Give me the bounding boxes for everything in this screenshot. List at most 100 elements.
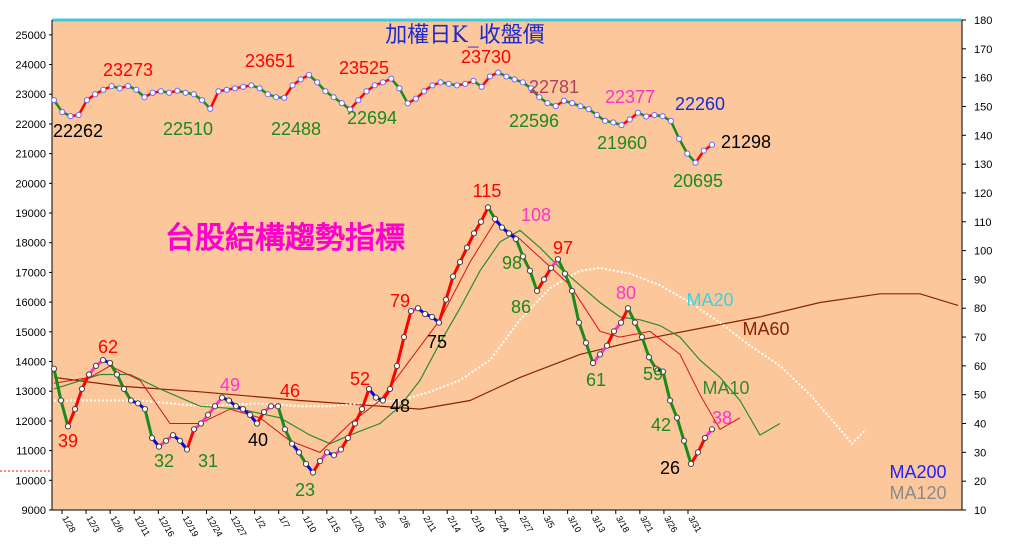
- indicator-point: [274, 403, 282, 410]
- index-point: [593, 111, 600, 119]
- indicator-point: [190, 426, 198, 433]
- indicator-point: [624, 305, 632, 312]
- index-point: [347, 106, 354, 113]
- index-point: [708, 141, 716, 148]
- ma60-line: [53, 293, 959, 410]
- indicator-point: [491, 215, 499, 222]
- indicator-point: [449, 273, 457, 280]
- indicator-point: [631, 319, 639, 326]
- index-point: [75, 111, 82, 119]
- index-point: [519, 79, 526, 86]
- indicator-segment: [395, 336, 406, 367]
- indicator-value-label: 26: [660, 458, 680, 478]
- left-tick-label: 23000: [15, 89, 46, 101]
- indicator-point: [575, 319, 583, 326]
- right-tick-label: 150: [974, 101, 992, 113]
- indicator-point: [484, 204, 492, 211]
- indicator-segment: [444, 276, 455, 301]
- indicator-segment: [73, 388, 84, 410]
- index-point: [59, 108, 66, 116]
- indicator-value-label: 32: [154, 451, 174, 471]
- indicator-segment: [682, 440, 693, 465]
- index-point: [264, 91, 271, 98]
- index-value-label: 22596: [509, 111, 559, 131]
- indicator-value-label: 61: [586, 370, 606, 390]
- index-point: [503, 73, 510, 80]
- index-point: [437, 79, 444, 86]
- index-value-label: 22262: [53, 121, 103, 141]
- indicator-value-label: 52: [350, 369, 370, 389]
- ma10-label: MA10: [702, 378, 749, 398]
- indicator-point: [428, 313, 436, 320]
- index-segment: [209, 90, 220, 110]
- indicator-segment: [143, 408, 154, 439]
- indicator-point: [232, 403, 240, 410]
- indicator-point: [64, 423, 72, 430]
- index-point: [141, 94, 148, 101]
- indicator-segment: [668, 399, 679, 419]
- index-segment: [669, 120, 681, 140]
- index-point: [92, 91, 99, 98]
- indicator-value-label: 98: [502, 253, 522, 273]
- index-point: [50, 97, 58, 104]
- indicator-point: [442, 296, 450, 303]
- indicator-point: [351, 420, 359, 427]
- indicator-segment: [584, 342, 595, 364]
- index-point: [108, 83, 115, 90]
- ma5-line: [53, 221, 741, 453]
- indicator-value-label: 86: [511, 297, 531, 317]
- left-tick-label: 13000: [15, 386, 46, 398]
- right-tick-label: 140: [974, 130, 992, 142]
- indicator-point: [260, 408, 268, 416]
- index-point: [355, 97, 362, 104]
- index-point: [560, 97, 568, 104]
- indicator-point: [337, 446, 345, 453]
- index-point: [626, 116, 633, 123]
- index-value-label: 22781: [529, 77, 579, 97]
- indicator-point: [218, 394, 226, 401]
- indicator-point: [519, 253, 527, 260]
- indicator-point: [435, 319, 443, 326]
- index-point: [190, 91, 197, 98]
- index-value-label: 22377: [605, 87, 655, 107]
- indicator-point: [589, 359, 597, 367]
- indicator-value-label: 75: [427, 332, 447, 352]
- indicator-point: [155, 443, 163, 450]
- index-point: [478, 83, 485, 90]
- indicator-point: [99, 357, 107, 364]
- right-tick-label: 130: [974, 159, 992, 171]
- indicator-point: [687, 460, 695, 467]
- indicator-segment: [52, 368, 63, 401]
- indicator-point: [246, 411, 254, 418]
- index-point: [552, 103, 559, 110]
- indicator-point: [330, 452, 338, 459]
- indicator-point: [176, 437, 184, 444]
- index-value-label: 20695: [673, 171, 723, 191]
- indicator-point: [470, 230, 478, 237]
- index-point: [157, 88, 165, 95]
- index-point: [281, 94, 288, 101]
- index-point: [618, 122, 625, 129]
- left-tick-label: 21000: [15, 149, 46, 161]
- indicator-point: [400, 333, 408, 341]
- indicator-value-label: 38: [712, 408, 732, 428]
- indicator-point: [316, 457, 324, 465]
- index-value-label: 23273: [103, 60, 153, 80]
- indicator-segment: [437, 299, 448, 324]
- indicator-point: [638, 333, 646, 341]
- indicator-segment: [185, 428, 196, 450]
- index-point: [207, 105, 214, 112]
- right-tick-label: 100: [974, 246, 992, 258]
- indicator-point: [148, 434, 156, 442]
- indicator-value-label: 108: [521, 205, 551, 225]
- left-tick-label: 19000: [15, 208, 46, 220]
- indicator-point: [288, 440, 296, 447]
- index-point: [610, 119, 617, 126]
- left-tick-label: 11000: [16, 446, 46, 458]
- left-tick-label: 18000: [15, 238, 46, 250]
- index-point: [248, 82, 255, 89]
- indicator-point: [708, 426, 716, 433]
- indicator-value-label: 62: [98, 337, 118, 357]
- left-tick-label: 20000: [15, 178, 46, 190]
- indicator-value-label: 79: [390, 291, 410, 311]
